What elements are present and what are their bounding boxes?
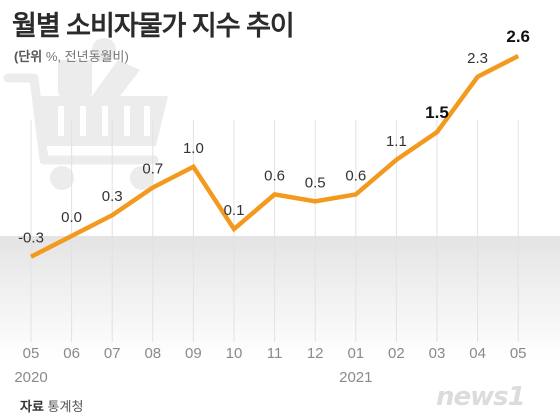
negative-region-band [0,235,560,360]
data-label: 0.7 [142,161,163,178]
data-label: -0.3 [18,230,44,247]
series-line-layer [29,53,520,259]
x-tick-label: 02 [388,345,405,362]
shopping-cart-icon [3,38,168,190]
x-tick-label: 05 [23,345,40,362]
data-label: 0.1 [224,202,245,219]
x-year-label: 2020 [14,369,47,386]
x-tick-label: 03 [429,345,446,362]
x-axis-tick-labels: 05 06 07 08 09 10 11 12 01 02 03 04 05 [23,345,527,362]
x-tick-label: 09 [185,345,202,362]
data-label: 1.5 [425,103,449,122]
x-tick-label: 12 [307,345,324,362]
data-label: 2.3 [467,50,488,67]
source-label: 자료 [20,399,44,414]
source-text: 통계청 [47,399,84,414]
x-tick-label: 05 [510,345,527,362]
x-axis-year-labels: 2020 2021 [14,369,372,386]
unit-text: %, 전년동월비) [45,49,129,64]
x-tick-label: 11 [267,345,283,362]
data-label: 0.3 [102,188,123,205]
x-tick-label: 10 [226,345,243,362]
data-label: 1.1 [386,133,407,150]
data-labels: -0.3 0.0 0.3 0.7 1.0 0.1 0.6 0.5 0.6 1.1 1.5 2.3 2.6 [18,27,530,247]
x-tick-label: 04 [469,345,486,362]
chart-title: 월별 소비자물가 지수 추이 [12,11,295,41]
x-tick-label: 07 [104,345,121,362]
x-tick-label: 06 [63,345,80,362]
unit-note: (단위 %, 전년동월비) [14,46,129,65]
vertical-gridlines [30,120,519,342]
data-label: 2.6 [506,27,530,46]
x-tick-label: 01 [347,345,364,362]
x-tick-label: 08 [144,345,161,362]
data-label: 0.6 [264,167,285,184]
source-note: 자료 통계청 [20,396,83,415]
data-label: 1.0 [183,140,204,157]
data-label: 0.5 [305,174,326,191]
x-year-label: 2021 [339,369,372,386]
news1-logo: news1 [436,382,526,412]
data-label: 0.0 [61,209,82,226]
data-label: 0.6 [345,167,366,184]
unit-label: (단위 [14,49,43,64]
